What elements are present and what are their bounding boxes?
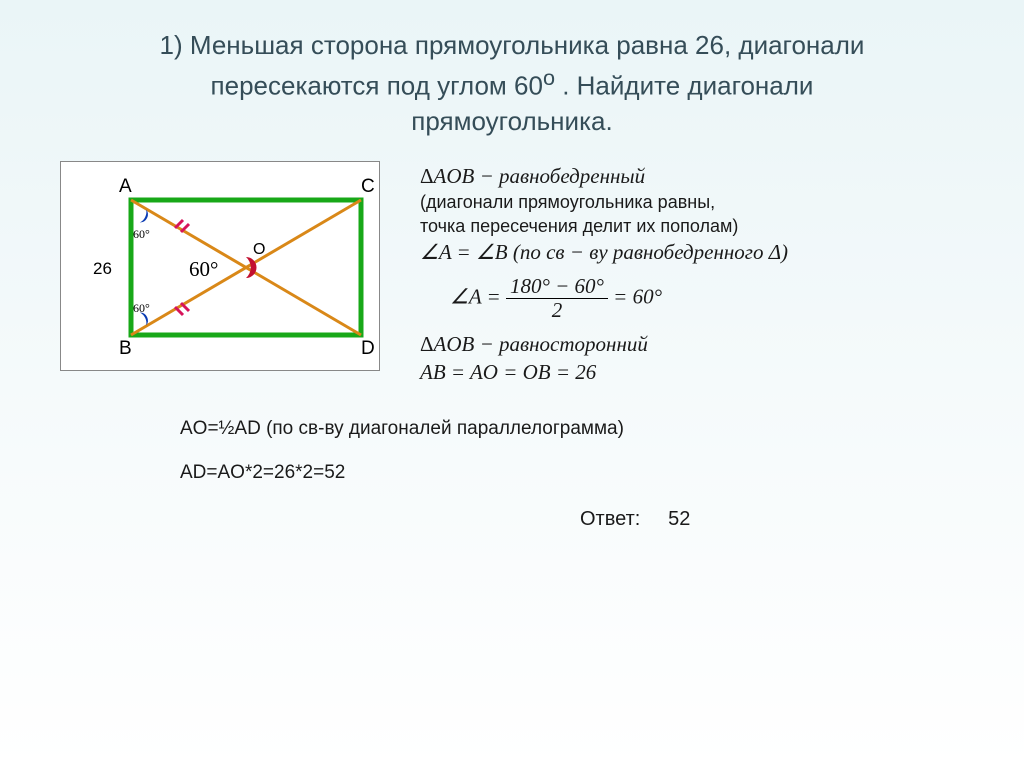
- bottom-line-1: AO=½AD (по св-ву диагоналей параллелогра…: [180, 418, 964, 440]
- title-line-2-end: . Найдите диагонали: [555, 71, 813, 101]
- label-o: O: [253, 241, 265, 258]
- label-a: A: [119, 176, 132, 197]
- content-row: A C B D O 26 60° 60° 60° ΔAOB − равнобед…: [60, 161, 964, 388]
- proof-l5-rhs: = 60°: [613, 284, 662, 308]
- proof-line-4: ∠A = ∠B (по св − ву равнобедренного Δ): [420, 240, 964, 265]
- proof-l4b: (по св − ву равнобедренного Δ): [508, 240, 788, 264]
- label-side-26: 26: [93, 259, 112, 278]
- answer-line: Ответ: 52: [580, 508, 964, 531]
- proof-l1-text: AOB − равнобедренный: [434, 164, 646, 188]
- title-line-3: прямоугольника.: [411, 106, 612, 136]
- answer-label: Ответ:: [580, 508, 640, 530]
- proof-line-1: ΔAOB − равнобедренный: [420, 164, 964, 189]
- figure-column: A C B D O 26 60° 60° 60°: [60, 161, 400, 388]
- fraction: 180° − 60° 2: [506, 275, 608, 322]
- problem-title: 1) Меньшая сторона прямоугольника равна …: [60, 28, 964, 139]
- degree-sup: o: [543, 65, 555, 90]
- label-b: B: [119, 338, 132, 359]
- answer-value: 52: [668, 508, 690, 530]
- frac-num: 180° − 60°: [506, 275, 608, 299]
- bottom-line-2: AD=AO*2=26*2=52: [180, 462, 964, 484]
- proof-l4a: ∠A = ∠B: [420, 240, 508, 264]
- geometry-figure: A C B D O 26 60° 60° 60°: [60, 161, 380, 371]
- frac-den: 2: [506, 299, 608, 322]
- label-angle-60: 60°: [189, 257, 218, 281]
- label-d: D: [361, 338, 375, 359]
- figure-svg: A C B D O 26 60° 60° 60°: [61, 162, 381, 372]
- proof-line-6: ΔAOB − равносторонний: [420, 332, 964, 357]
- bottom-block: AO=½AD (по св-ву диагоналей параллелогра…: [180, 418, 964, 484]
- small-60-a: 60°: [133, 227, 150, 241]
- small-60-b: 60°: [133, 301, 150, 315]
- title-line-2: пересекаются под углом 60: [211, 71, 543, 101]
- proof-line-5: ∠A = 180° − 60° 2 = 60°: [450, 275, 964, 322]
- proof-l5-lhs: ∠A =: [450, 284, 506, 308]
- proof-column: ΔAOB − равнобедренный (диагонали прямоуг…: [420, 161, 964, 388]
- title-line-1: 1) Меньшая сторона прямоугольника равна …: [160, 30, 865, 60]
- proof-line-2: (диагонали прямоугольника равны,: [420, 192, 964, 213]
- label-c: C: [361, 176, 375, 197]
- proof-line-7: AB = AO = OB = 26: [420, 360, 964, 385]
- proof-line-3: точка пересечения делит их пополам): [420, 216, 964, 237]
- proof-l6-text: AOB − равносторонний: [434, 332, 648, 356]
